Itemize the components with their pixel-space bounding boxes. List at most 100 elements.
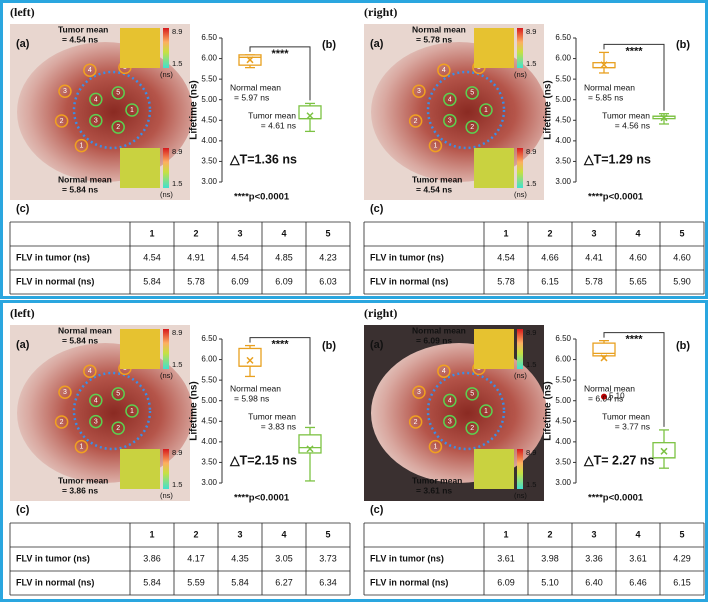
box-note-title: Normal mean bbox=[584, 82, 635, 92]
mean-marker bbox=[660, 447, 668, 455]
table-cell: 6.40 bbox=[585, 577, 603, 587]
column-header: 4 bbox=[635, 529, 640, 539]
sig-bracket bbox=[249, 46, 311, 101]
tumor-site bbox=[111, 120, 125, 134]
colorbar-max: 8.9 bbox=[172, 448, 182, 457]
table-cell: 3.73 bbox=[319, 553, 337, 563]
box-note-title: Normal mean bbox=[584, 383, 635, 393]
colorbar-min: 1.5 bbox=[172, 179, 182, 188]
outlier-label: 5.10 bbox=[609, 392, 625, 401]
y-tick-label: 5.50 bbox=[201, 74, 217, 83]
column-header: 5 bbox=[679, 228, 684, 238]
y-tick-label: 3.00 bbox=[201, 177, 217, 186]
tumor-site-number: 3 bbox=[448, 418, 452, 425]
y-axis-title: Lifetime (ns) bbox=[543, 381, 554, 440]
outlier bbox=[601, 393, 607, 400]
column-header: 5 bbox=[679, 529, 684, 539]
table-label: (c) bbox=[370, 504, 384, 516]
side-label: (right) bbox=[364, 306, 397, 320]
box bbox=[238, 347, 262, 367]
normal-site-number: 3 bbox=[63, 88, 67, 95]
tumor-site-number: 4 bbox=[448, 397, 452, 404]
normal-site-number: 3 bbox=[417, 389, 421, 396]
table-cell: 6.09 bbox=[497, 577, 515, 587]
column-header: 3 bbox=[591, 228, 596, 238]
photo-note-value: = 6.09 ns bbox=[416, 335, 452, 345]
delta-t: △T=2.15 ns bbox=[229, 453, 297, 467]
y-tick-label: 4.50 bbox=[555, 115, 571, 124]
colorbar-max: 8.9 bbox=[526, 147, 536, 156]
colorbar-max: 8.9 bbox=[526, 328, 536, 337]
y-tick-label: 4.00 bbox=[555, 136, 571, 145]
y-tick-label: 6.50 bbox=[555, 33, 571, 42]
lifetime-map bbox=[474, 28, 514, 68]
tumor-region bbox=[72, 70, 152, 150]
y-tick-label: 6.50 bbox=[555, 334, 571, 343]
photo-note-title: Tumor mean bbox=[58, 24, 108, 34]
frame bbox=[0, 0, 708, 299]
panel: (left)(a)1234512345Tumor mean= 4.54 nsNo… bbox=[9, 5, 351, 295]
tumor-region bbox=[72, 371, 152, 451]
column-header: 1 bbox=[149, 228, 154, 238]
normal-site-number: 2 bbox=[60, 118, 64, 125]
tumor-site bbox=[89, 393, 103, 408]
table-cell: 3.61 bbox=[497, 553, 515, 563]
tumor-site-number: 1 bbox=[130, 107, 134, 114]
photo-note-value: = 5.78 ns bbox=[416, 34, 452, 44]
table-cell: 6.03 bbox=[319, 276, 337, 286]
table-cell: 4.54 bbox=[497, 252, 515, 262]
table-cell: 4.91 bbox=[187, 252, 205, 262]
column-header: 2 bbox=[193, 228, 198, 238]
table-cell: 4.41 bbox=[585, 252, 603, 262]
normal-site bbox=[437, 63, 451, 77]
lifetime-map bbox=[120, 329, 160, 369]
row-header: FLV in tumor (ns) bbox=[370, 252, 444, 262]
table-cell: 6.15 bbox=[541, 276, 559, 286]
photo-note-title: Normal mean bbox=[58, 174, 112, 184]
photo-label: (a) bbox=[16, 38, 30, 50]
photo-note-title: Tumor mean bbox=[412, 174, 462, 184]
column-header: 3 bbox=[591, 529, 596, 539]
y-tick-label: 3.00 bbox=[555, 478, 571, 487]
tumor-site-number: 3 bbox=[448, 117, 452, 124]
box-note-value: = 5.98 ns bbox=[234, 393, 269, 403]
table-label: (c) bbox=[16, 504, 30, 516]
box-note-title: Tumor mean bbox=[602, 411, 650, 421]
panel: (left)(a)1234512345Normal mean= 5.84 nsT… bbox=[9, 306, 351, 596]
photo-note-value: = 4.54 ns bbox=[416, 184, 452, 194]
table-cell: 5.84 bbox=[143, 577, 161, 587]
row-header: FLV in normal (ns) bbox=[16, 577, 94, 587]
tissue bbox=[17, 42, 193, 182]
tumor-region bbox=[426, 70, 506, 150]
normal-site bbox=[83, 364, 97, 378]
table-cell: 5.59 bbox=[187, 577, 205, 587]
normal-site bbox=[58, 385, 72, 400]
normal-site-number: 1 bbox=[433, 142, 437, 149]
box bbox=[592, 342, 616, 357]
colorbar-unit: (ns) bbox=[514, 371, 527, 380]
tumor-site-number: 1 bbox=[484, 107, 488, 114]
column-header: 1 bbox=[503, 228, 508, 238]
table-cell: 5.78 bbox=[187, 276, 205, 286]
y-tick-label: 5.00 bbox=[201, 95, 217, 104]
colorbar bbox=[517, 329, 523, 369]
y-axis-title: Lifetime (ns) bbox=[543, 80, 554, 139]
tumor-site bbox=[125, 103, 139, 117]
photo-note-title: Normal mean bbox=[412, 24, 466, 34]
column-header: 2 bbox=[193, 529, 198, 539]
tumor-site bbox=[89, 113, 103, 128]
box-note-title: Tumor mean bbox=[248, 411, 296, 421]
table-cell: 4.66 bbox=[541, 252, 559, 262]
y-tick-label: 3.50 bbox=[201, 157, 217, 166]
side-label: (left) bbox=[10, 306, 35, 320]
y-tick-label: 5.00 bbox=[555, 396, 571, 405]
colorbar bbox=[517, 148, 523, 188]
significance: **** bbox=[625, 45, 643, 57]
y-tick-label: 5.50 bbox=[555, 375, 571, 384]
row-header: FLV in tumor (ns) bbox=[370, 553, 444, 563]
mean-marker bbox=[600, 354, 608, 362]
tumor-site bbox=[465, 421, 479, 435]
tumor-site-number: 2 bbox=[470, 425, 474, 432]
normal-site bbox=[58, 84, 72, 99]
normal-site bbox=[428, 439, 443, 454]
